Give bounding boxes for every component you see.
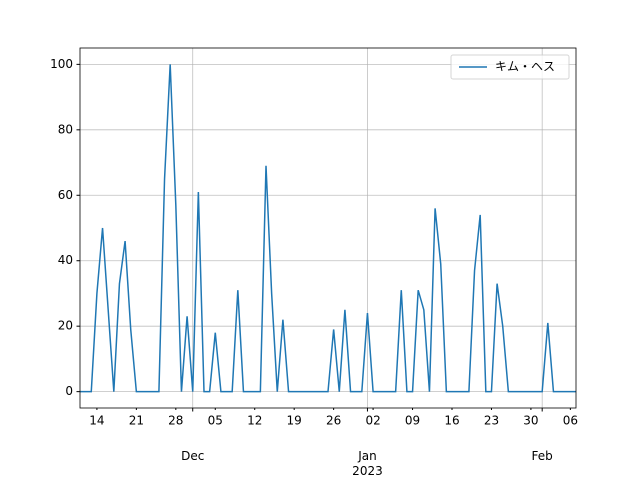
x-tick-label: 21 <box>129 414 144 428</box>
line-series <box>80 64 576 393</box>
x-tick-label: 26 <box>326 414 341 428</box>
legend-label: キム・ヘス <box>495 60 555 74</box>
y-tick-label: 80 <box>58 122 73 136</box>
x-tick-label: 16 <box>444 414 459 428</box>
y-tick-label: 20 <box>58 319 73 333</box>
x-tick-label: 19 <box>287 414 302 428</box>
x-tick-label: 09 <box>405 414 420 428</box>
x-tick-label: 23 <box>484 414 499 428</box>
axes-frame <box>79 47 577 409</box>
y-tick-label: 100 <box>50 57 73 71</box>
x-tick-label: 14 <box>89 414 104 428</box>
x-tick-label: 30 <box>523 414 538 428</box>
x-tick-label: 06 <box>563 414 578 428</box>
legend-box <box>450 54 570 80</box>
x-tick-label: 12 <box>247 414 262 428</box>
x-major-label: Feb <box>531 449 553 463</box>
x-tick-label: 02 <box>365 414 380 428</box>
y-tick-label: 40 <box>58 253 73 267</box>
y-tick-label: 0 <box>65 384 73 398</box>
x-major-label: Jan 2023 <box>352 449 383 478</box>
x-tick-label: 28 <box>168 414 183 428</box>
legend: キム・ヘス <box>450 54 570 80</box>
x-major-label: Dec <box>181 449 205 463</box>
y-tick-label: 60 <box>58 188 73 202</box>
x-tick-label: 05 <box>208 414 223 428</box>
